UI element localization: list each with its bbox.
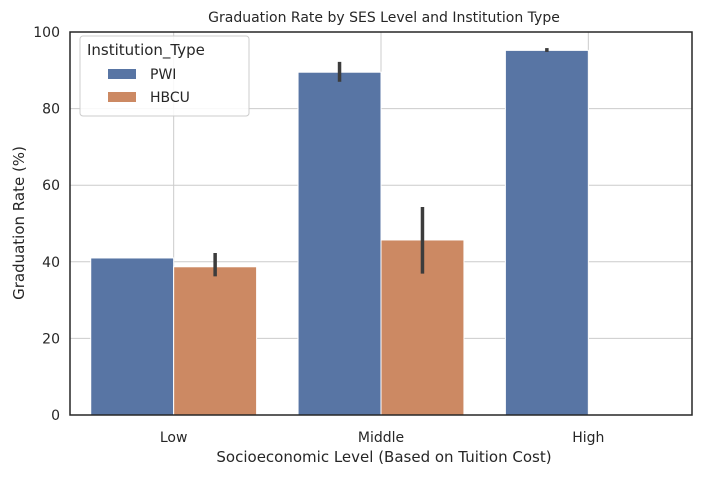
y-tick-label: 100: [33, 25, 60, 41]
legend-label-pwi: PWI: [150, 67, 176, 83]
y-tick-labels: 0 20 40 60 80 100: [33, 25, 60, 424]
bar-hbcu-low: [173, 266, 258, 416]
bar-pwi-low: [90, 257, 175, 416]
bars-layer: [90, 49, 589, 416]
chart-title: Graduation Rate by SES Level and Institu…: [208, 10, 560, 26]
error-bars-layer: [213, 48, 549, 277]
legend: Institution_Type PWI HBCU: [79, 35, 250, 117]
y-tick-label: 0: [51, 408, 60, 424]
x-tick-label: Low: [160, 430, 188, 446]
bar-pwi-high: [504, 49, 589, 416]
legend-label-hbcu: HBCU: [150, 90, 190, 106]
plot-frame: [69, 31, 693, 416]
x-tick-label: Middle: [358, 430, 404, 446]
legend-swatch-pwi: [108, 69, 136, 79]
legend-title: Institution_Type: [87, 41, 205, 60]
bar-pwi-middle: [297, 71, 382, 416]
legend-swatch-hbcu: [108, 92, 136, 102]
y-axis-label: Graduation Rate (%): [10, 146, 28, 300]
y-tick-label: 20: [42, 331, 60, 347]
x-tick-labels: Low Middle High: [160, 430, 605, 446]
y-tick-label: 80: [42, 102, 60, 118]
x-tick-label: High: [572, 430, 604, 446]
y-tick-label: 40: [42, 255, 60, 271]
y-tick-label: 60: [42, 178, 60, 194]
x-axis-label: Socioeconomic Level (Based on Tuition Co…: [216, 448, 551, 466]
